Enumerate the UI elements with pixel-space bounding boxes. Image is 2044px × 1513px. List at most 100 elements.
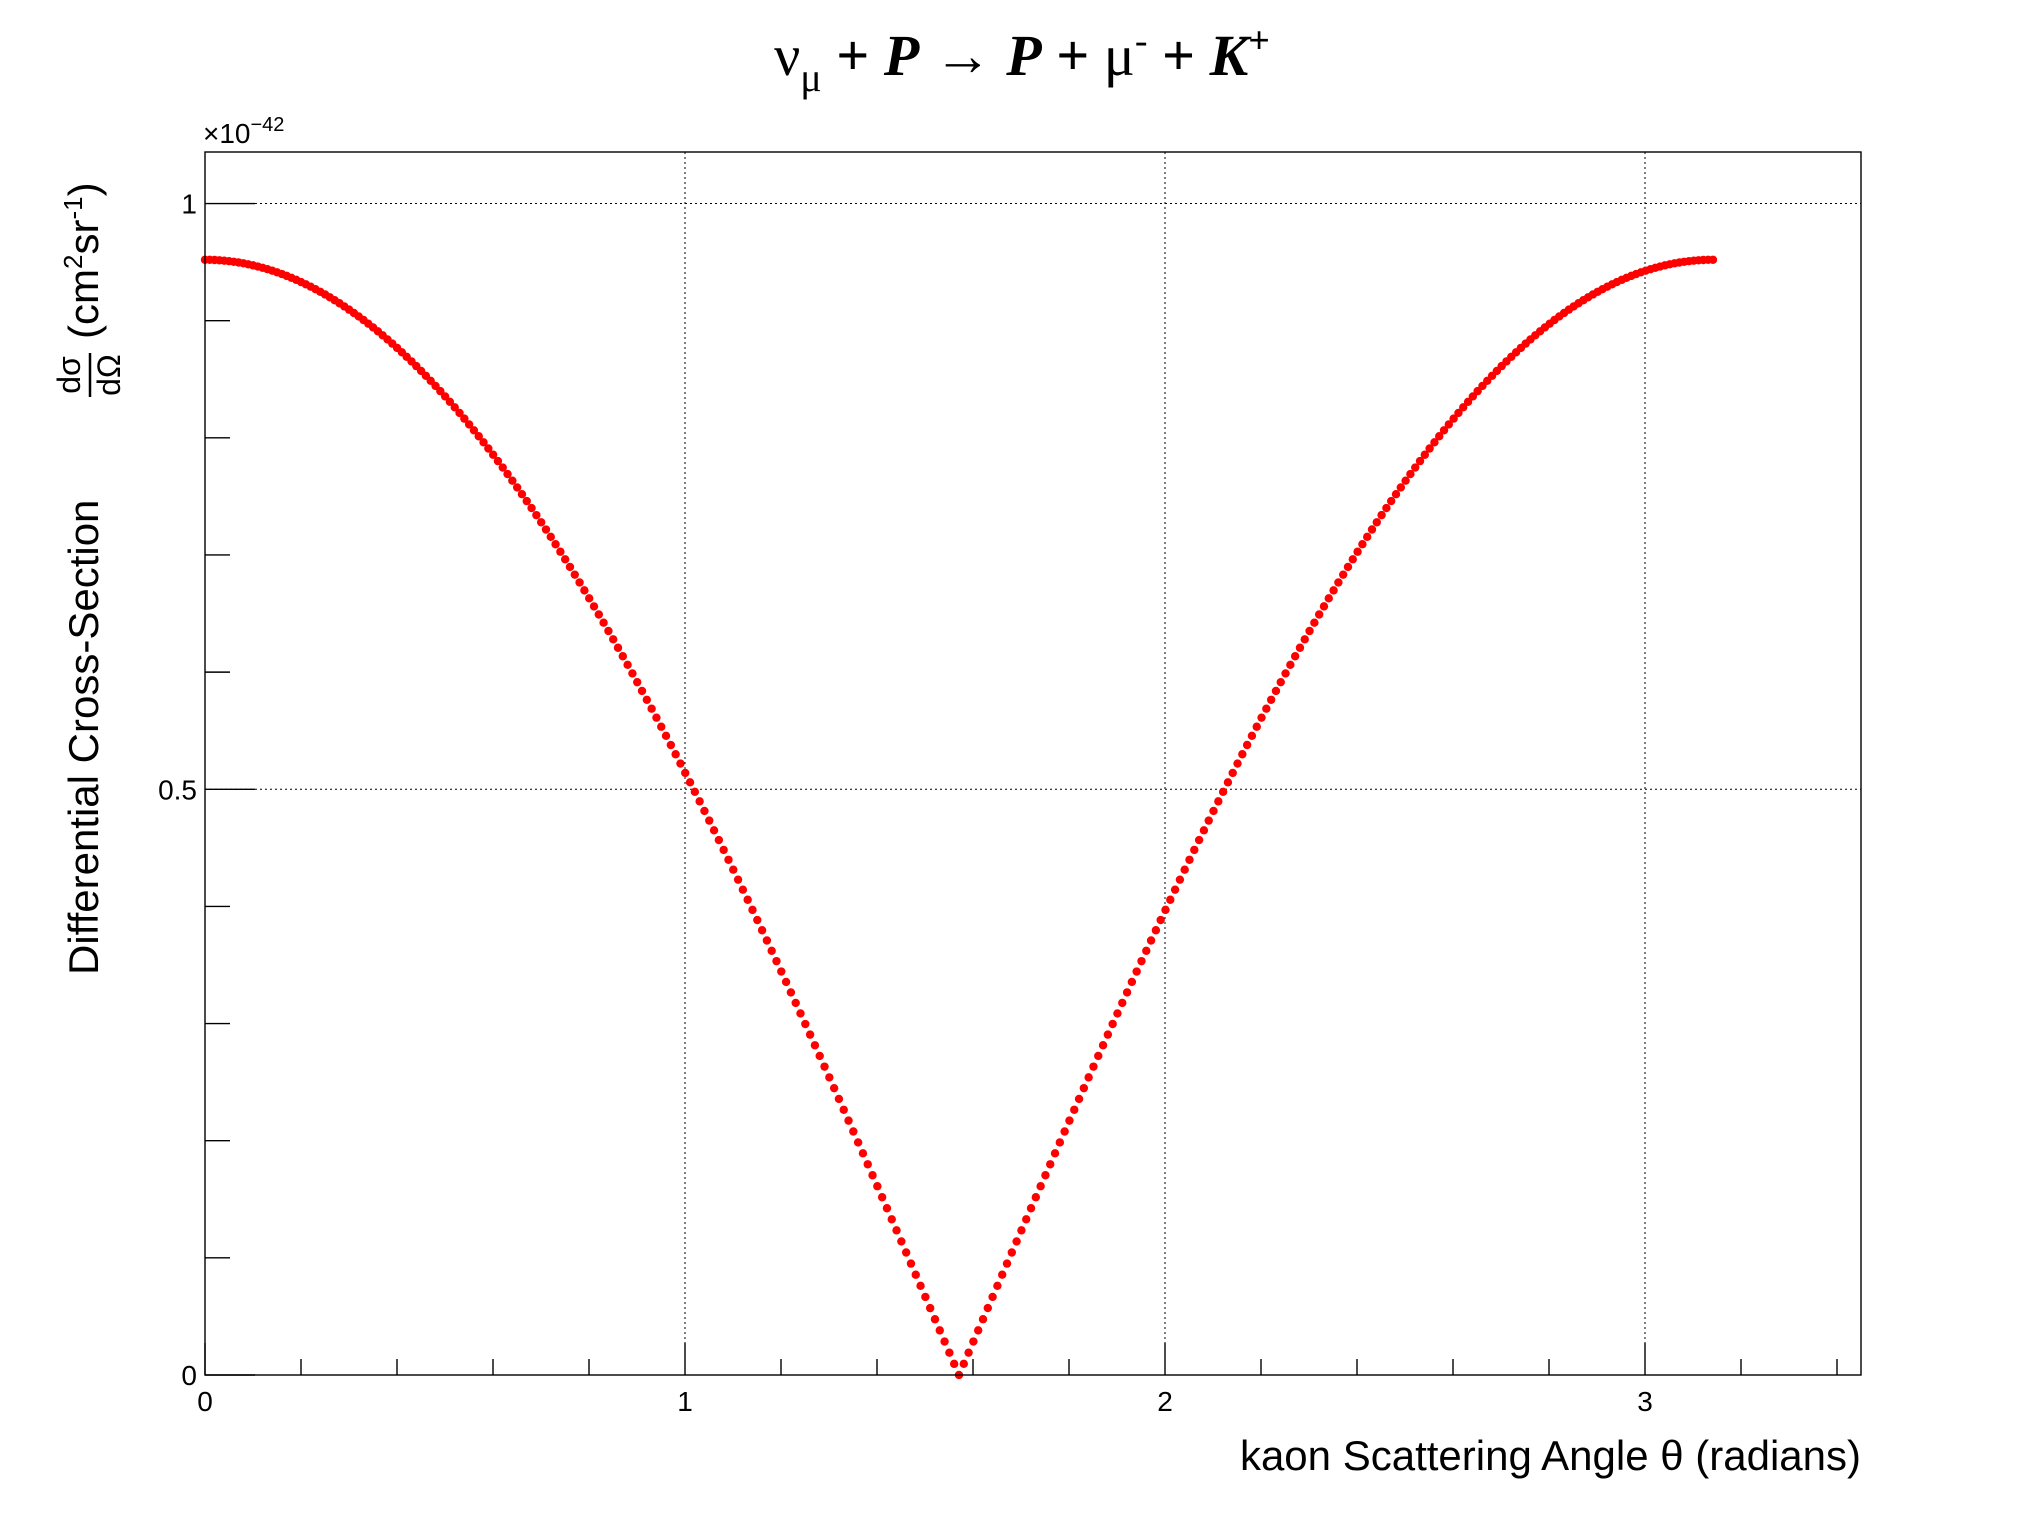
y-tick-label: 0 bbox=[181, 1360, 197, 1391]
data-point bbox=[810, 1041, 820, 1050]
data-point bbox=[661, 731, 671, 741]
data-point bbox=[1103, 1030, 1113, 1039]
data-point bbox=[877, 1193, 887, 1202]
data-point bbox=[1122, 988, 1132, 997]
data-point bbox=[1435, 432, 1444, 441]
data-point bbox=[440, 392, 450, 401]
data-point bbox=[681, 768, 690, 778]
data-point bbox=[796, 1009, 805, 1018]
data-point bbox=[585, 594, 594, 603]
data-point bbox=[1382, 503, 1391, 513]
data-point bbox=[1223, 778, 1233, 787]
data-point bbox=[671, 750, 680, 759]
data-point bbox=[897, 1237, 906, 1246]
x-tick-label: 1 bbox=[677, 1386, 693, 1417]
y-units-sup-1: 2 bbox=[58, 255, 88, 269]
data-point bbox=[930, 1315, 940, 1324]
data-point bbox=[1190, 845, 1199, 855]
data-point bbox=[604, 626, 613, 636]
data-point bbox=[1137, 956, 1146, 966]
data-point bbox=[469, 426, 479, 435]
data-point bbox=[757, 926, 767, 935]
x-tick-label: 0 bbox=[197, 1386, 213, 1417]
data-point bbox=[1132, 967, 1141, 976]
data-point bbox=[522, 496, 531, 506]
data-point bbox=[969, 1337, 978, 1346]
data-point bbox=[479, 438, 488, 447]
data-point bbox=[738, 885, 748, 894]
data-point bbox=[1050, 1149, 1060, 1158]
data-point bbox=[464, 420, 474, 429]
data-point bbox=[892, 1226, 901, 1235]
data-point bbox=[844, 1116, 853, 1125]
data-point bbox=[493, 456, 503, 466]
data-point bbox=[1310, 618, 1319, 627]
data-point bbox=[623, 660, 632, 670]
chart-title: νμ + P → P + μ- + K+ bbox=[774, 20, 1270, 100]
data-point bbox=[1209, 806, 1218, 816]
data-point bbox=[455, 408, 464, 418]
data-point bbox=[647, 704, 656, 713]
data-point bbox=[978, 1315, 988, 1324]
data-point bbox=[642, 695, 652, 704]
data-point bbox=[868, 1171, 877, 1180]
data-point bbox=[1170, 885, 1180, 894]
data-point bbox=[1175, 875, 1185, 884]
data-point bbox=[1017, 1226, 1026, 1235]
data-point bbox=[1439, 426, 1449, 435]
data-point bbox=[546, 532, 555, 542]
data-point bbox=[1420, 450, 1430, 459]
data-point bbox=[743, 895, 752, 904]
data-point bbox=[1151, 926, 1161, 935]
data-point bbox=[1290, 652, 1300, 661]
data-point bbox=[560, 555, 570, 564]
data-point bbox=[1334, 578, 1343, 587]
y-multiplier-prefix: ×10 bbox=[203, 118, 251, 149]
data-point bbox=[1233, 759, 1242, 768]
data-point bbox=[983, 1303, 992, 1313]
data-point bbox=[1046, 1160, 1055, 1169]
data-point bbox=[1242, 740, 1252, 750]
data-point bbox=[1411, 463, 1420, 472]
data-point bbox=[925, 1303, 935, 1313]
data-point bbox=[801, 1019, 810, 1029]
y-multiplier-exponent: −42 bbox=[251, 114, 285, 136]
data-point bbox=[637, 686, 647, 696]
data-point bbox=[1060, 1127, 1069, 1136]
data-point bbox=[709, 826, 719, 835]
data-point bbox=[1391, 490, 1401, 499]
title-k: K bbox=[1209, 23, 1252, 88]
data-point bbox=[1146, 936, 1156, 945]
data-point bbox=[1454, 408, 1463, 418]
data-point bbox=[1247, 731, 1257, 741]
data-point bbox=[1314, 610, 1324, 619]
data-point bbox=[767, 946, 776, 955]
title-plus-2: + bbox=[1042, 23, 1104, 88]
data-point bbox=[445, 397, 455, 407]
data-point bbox=[1094, 1051, 1103, 1061]
data-point bbox=[733, 875, 743, 884]
data-point bbox=[719, 845, 728, 855]
data-point bbox=[1329, 586, 1338, 595]
data-point bbox=[609, 635, 618, 644]
data-point bbox=[1113, 1009, 1122, 1018]
data-point bbox=[916, 1281, 925, 1291]
title-p-1: P bbox=[883, 23, 920, 88]
data-point bbox=[1199, 826, 1209, 835]
data-point bbox=[762, 936, 772, 945]
x-tick-label: 3 bbox=[1637, 1386, 1653, 1417]
y-axis-title-frac-den: dΩ bbox=[91, 354, 127, 396]
y-units-sup-2: -1 bbox=[58, 196, 88, 219]
data-point bbox=[1036, 1182, 1045, 1191]
grid bbox=[205, 152, 1861, 1375]
data-point bbox=[853, 1138, 863, 1147]
data-point bbox=[753, 915, 762, 925]
axis-ticks bbox=[204, 202, 1838, 1376]
data-point bbox=[1324, 594, 1333, 603]
data-point bbox=[998, 1270, 1007, 1279]
data-point bbox=[1377, 510, 1386, 520]
data-point bbox=[1065, 1116, 1074, 1125]
data-point bbox=[1348, 555, 1357, 564]
data-point bbox=[1022, 1215, 1031, 1224]
data-point bbox=[705, 816, 714, 825]
